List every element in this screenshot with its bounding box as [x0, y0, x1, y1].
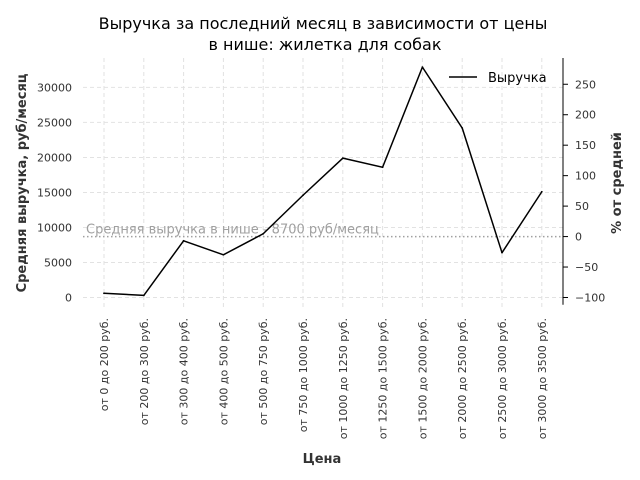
y-tick-label: 30000: [37, 81, 72, 94]
y-tick-label: 25000: [37, 116, 72, 129]
y-tick-label: 5000: [44, 256, 72, 269]
data-point: [182, 239, 185, 242]
y2-ticks: −100 −50 0 50 100 150 200 250: [563, 78, 605, 304]
y2-tick-label: 50: [575, 200, 589, 213]
data-point: [222, 253, 225, 256]
y-tick-label: 20000: [37, 151, 72, 164]
x-tick-label: от 200 до 300 руб.: [138, 318, 151, 425]
x-ticks: от 0 до 200 руб. от 200 до 300 руб. от 300…: [98, 318, 549, 439]
x-tick-label: от 400 до 500 руб.: [217, 318, 230, 425]
data-point: [142, 294, 145, 297]
y2-tick-label: 200: [575, 109, 596, 122]
y-tick-label: 10000: [37, 221, 72, 234]
x-tick-label: от 1250 до 1500 руб.: [377, 318, 390, 439]
x-tick-label: от 500 до 750 руб.: [257, 318, 270, 425]
x-tick-label: от 300 до 400 руб.: [178, 318, 191, 425]
y-ticks: 0 5000 10000 15000 20000 25000 30000: [37, 81, 72, 304]
legend: Выручка: [449, 71, 547, 86]
y-tick-label: 15000: [37, 186, 72, 199]
x-tick-label: от 2000 до 2500 руб.: [456, 318, 469, 439]
x-tick-label: от 0 до 200 руб.: [98, 318, 111, 411]
data-point: [341, 157, 344, 160]
data-point: [103, 292, 105, 295]
data-point: [302, 194, 304, 197]
y2-tick-label: 0: [575, 231, 582, 244]
x-tick-label: от 3000 до 3500 руб.: [536, 318, 549, 439]
y2-axis-label: % от средней: [610, 132, 625, 234]
series-line: [103, 66, 543, 297]
x-axis-label: Цена: [303, 452, 342, 467]
data-point: [501, 251, 503, 254]
x-tick-label: от 750 до 1000 руб.: [297, 318, 310, 432]
series-group: [103, 66, 543, 297]
reference-line-label: Средняя выручка в нише - 8700 руб/месяц: [86, 223, 379, 238]
x-tick-label: от 2500 до 3000 руб.: [496, 318, 509, 439]
y2-tick-label: 100: [575, 170, 596, 183]
data-point: [540, 190, 543, 193]
y-axis-label: Средняя выручка, руб/месяц: [15, 73, 30, 292]
y2-tick-label: −50: [575, 261, 598, 274]
y2-tick-label: 250: [575, 78, 596, 91]
data-point: [262, 232, 265, 235]
y-tick-label: 0: [65, 291, 72, 304]
chart-title-line2: в нише: жилетка для собак: [208, 35, 441, 54]
data-point: [421, 66, 424, 69]
y2-tick-label: 150: [575, 139, 596, 152]
x-tick-label: от 1500 до 2000 руб.: [416, 318, 429, 439]
legend-label: Выручка: [488, 71, 547, 86]
data-point: [461, 127, 464, 129]
grid: [83, 58, 563, 308]
data-point: [381, 166, 384, 169]
x-tick-label: от 1000 до 1250 руб.: [337, 318, 350, 439]
chart-title-line1: Выручка за последний месяц в зависимости…: [99, 14, 548, 33]
reference-line-group: Средняя выручка в нише - 8700 руб/месяц: [83, 223, 563, 238]
y2-tick-label: −100: [575, 291, 605, 304]
